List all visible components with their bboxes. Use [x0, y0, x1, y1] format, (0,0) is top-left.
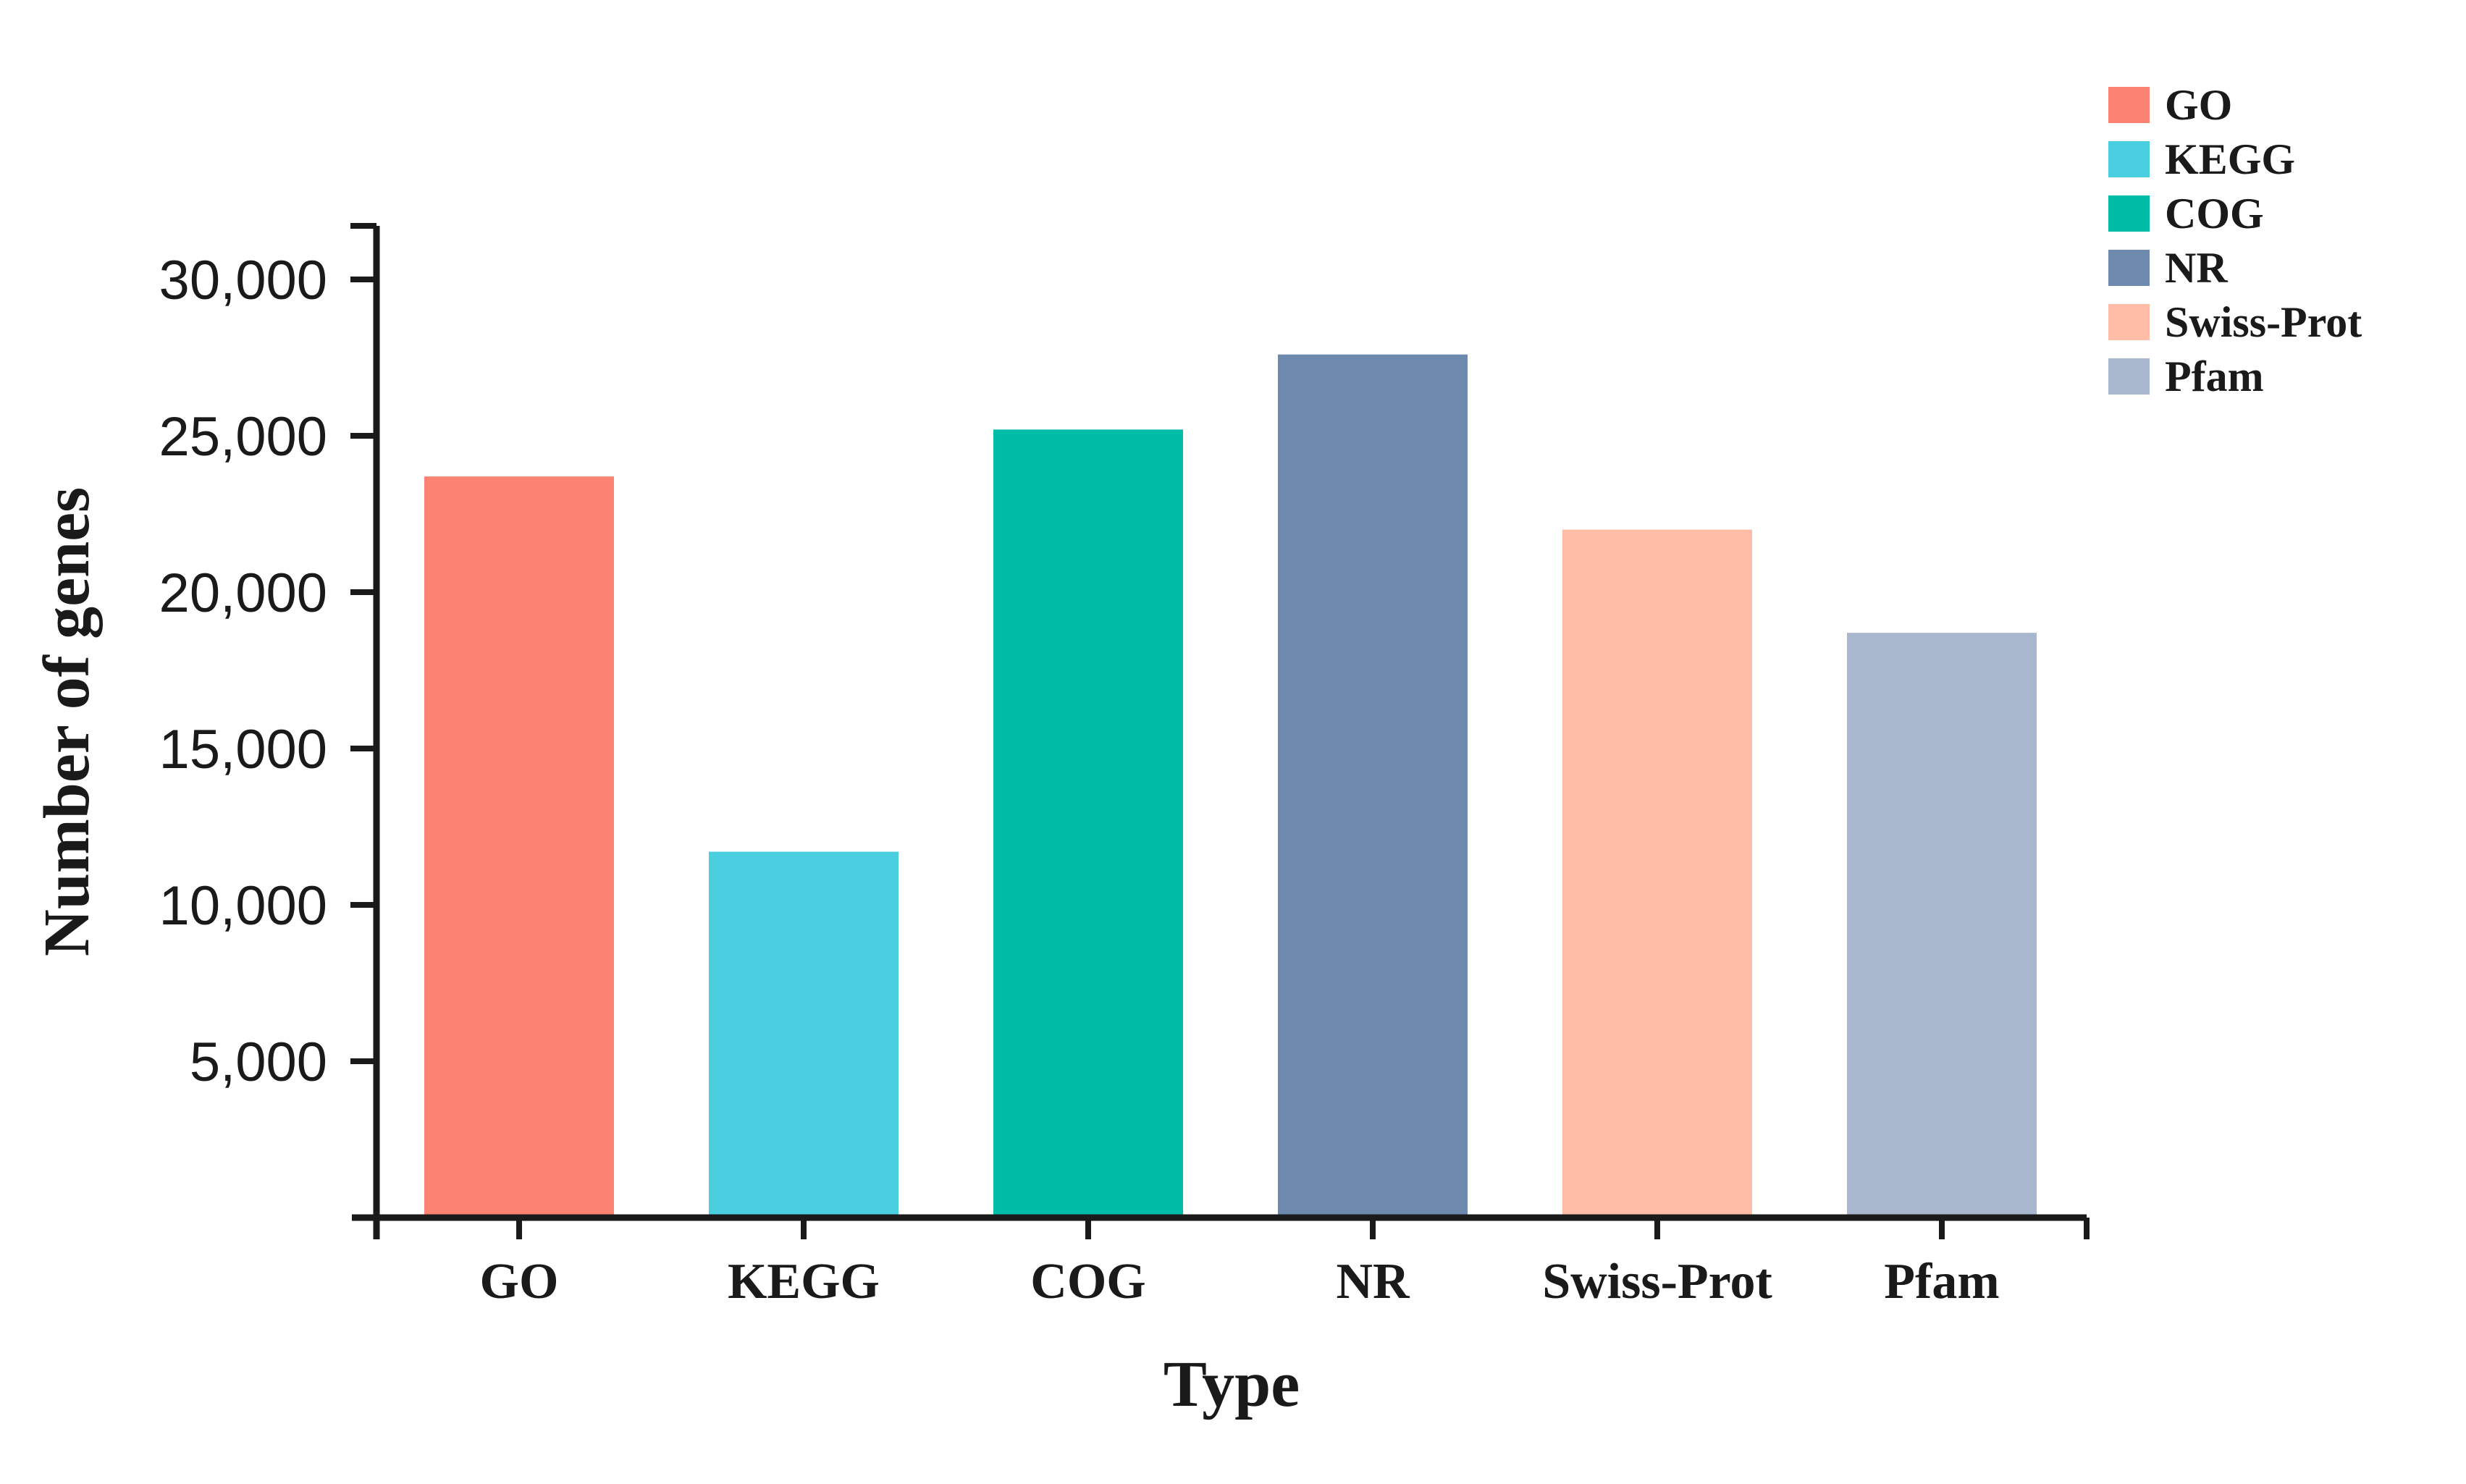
y-tick-label: 10,000 [159, 875, 327, 937]
legend-swatch-nr [2108, 250, 2150, 286]
legend-swatch-cog [2108, 195, 2150, 232]
bar-kegg [709, 851, 899, 1218]
x-axis-title: Type [1163, 1349, 1300, 1420]
legend-label-cog: COG [2165, 190, 2264, 237]
legend-label-pfam: Pfam [2165, 353, 2264, 400]
y-tick-label: 30,000 [159, 250, 327, 311]
legend-label-kegg: KEGG [2165, 135, 2295, 183]
x-category-label-pfam: Pfam [1884, 1254, 1999, 1310]
bar-swiss-prot [1562, 529, 1752, 1218]
x-category-label-nr: NR [1336, 1254, 1410, 1310]
y-tick-label: 20,000 [159, 562, 327, 624]
legend-swatch-go [2108, 87, 2150, 123]
bar-go [424, 476, 614, 1218]
legend-label-swiss-prot: Swiss-Prot [2165, 298, 2362, 346]
legend-label-nr: NR [2165, 244, 2228, 292]
legend-label-go: GO [2165, 81, 2232, 129]
legend-swatch-kegg [2108, 141, 2150, 177]
legend-swatch-pfam [2108, 358, 2150, 395]
bar-nr [1278, 354, 1468, 1218]
x-category-label-cog: COG [1030, 1254, 1145, 1310]
bar-pfam [1847, 633, 2037, 1218]
x-category-label-go: GO [480, 1254, 559, 1310]
legend-swatch-swiss-prot [2108, 304, 2150, 340]
x-category-label-kegg: KEGG [728, 1254, 880, 1310]
y-tick-label: 5,000 [190, 1032, 327, 1093]
y-axis-title: Number of genes [31, 487, 103, 956]
x-category-label-swiss-prot: Swiss-Prot [1542, 1254, 1772, 1310]
y-tick-label: 25,000 [159, 406, 327, 468]
bar-cog [993, 429, 1183, 1218]
y-tick-label: 15,000 [159, 719, 327, 780]
